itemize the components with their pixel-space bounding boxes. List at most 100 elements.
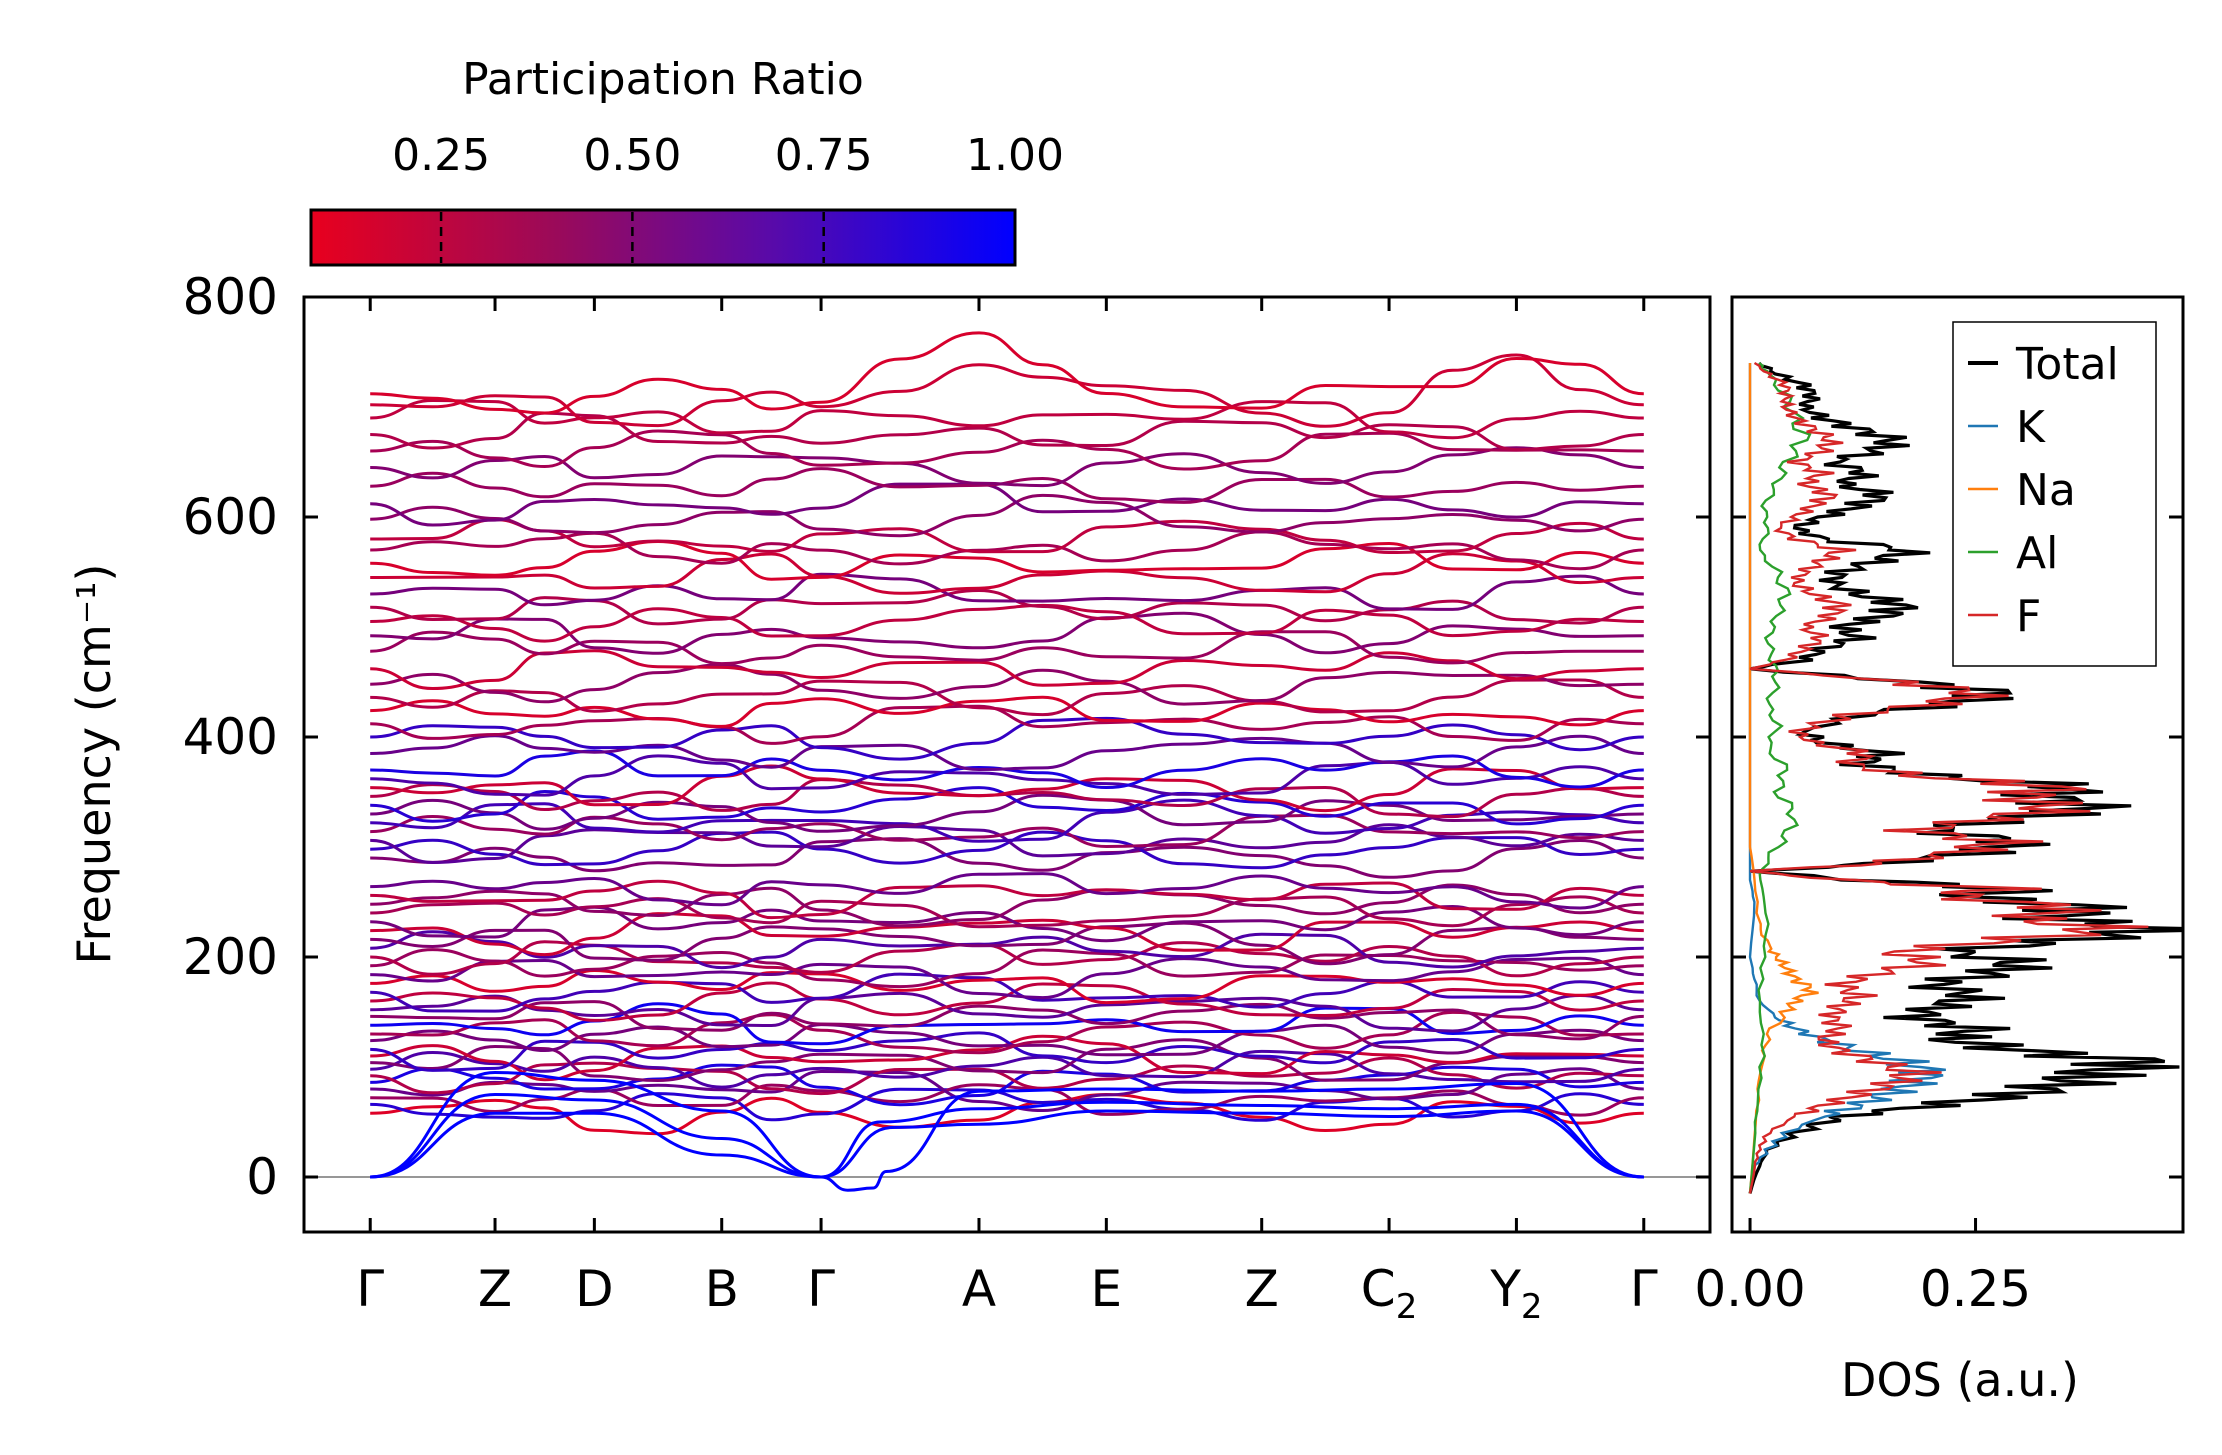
phonon-band — [370, 754, 1644, 797]
phonon-band — [370, 734, 1644, 772]
phonon-band — [370, 830, 1644, 870]
phonon-band — [370, 895, 1644, 929]
phonon-band — [370, 1002, 1644, 1046]
phonon-band — [370, 611, 1644, 655]
dos-legend: Total K Na Al F — [1952, 321, 2157, 667]
phonon-band — [370, 572, 1644, 611]
band-structure-frame — [302, 295, 1712, 1234]
phonon-band — [370, 446, 1644, 488]
y-tick-label: 200 — [183, 928, 278, 986]
legend-label: Total — [2015, 339, 2119, 390]
x-tick-label: Γ — [1630, 1260, 1658, 1318]
x-tick-label: D — [575, 1260, 614, 1318]
phonon-band — [370, 493, 1644, 538]
dos-axis-ticks: 0.00 0.25 — [1694, 1218, 2031, 1318]
dos-x-tick-label: 0.00 — [1694, 1260, 1805, 1318]
phonon-band — [370, 872, 1644, 910]
phonon-band — [370, 588, 1644, 626]
dos-axis-label: DOS (a.u.) — [1841, 1353, 2079, 1407]
phonon-band — [370, 398, 1644, 440]
phonon-band — [370, 663, 1644, 706]
phonon-band — [370, 798, 1644, 843]
phonon-band — [370, 956, 1644, 1000]
phonon-band — [370, 786, 1644, 826]
acoustic-band — [370, 1109, 1644, 1179]
band-structure-panel: 0 200 400 600 800 Γ Z D B Γ A E Z C2 Y2 Γ Frequency (c… — [67, 268, 2183, 1327]
dos-lines — [1748, 361, 2183, 1194]
phonon-band — [370, 353, 1644, 428]
x-tick-label: Y2 — [1489, 1260, 1542, 1327]
phonon-band — [370, 948, 1644, 989]
phonon-band — [370, 678, 1644, 717]
y-tick-label: 800 — [183, 268, 278, 326]
phonon-band — [370, 912, 1644, 957]
dos-series-al — [1748, 362, 1812, 1194]
phonon-band — [370, 552, 1644, 595]
phonon-band — [370, 749, 1644, 790]
frequency-axis-label: Frequency (cm⁻¹) — [67, 564, 121, 965]
phonon-band — [370, 695, 1644, 728]
dos-frame — [1730, 295, 2185, 1234]
acoustic-band — [370, 1070, 1644, 1192]
colorbar-tick-label: 1.00 — [966, 130, 1064, 181]
colorbar-tick-label: 0.25 — [392, 130, 490, 181]
phonon-band — [370, 879, 1644, 920]
colorbar-tick-label: 0.75 — [775, 130, 873, 181]
colorbar: Participation Ratio 0.25 0.50 0.75 1.00 — [309, 54, 1064, 267]
phonon-band — [370, 968, 1644, 1005]
phonon-band — [370, 972, 1644, 1013]
legend-label: K — [2016, 402, 2046, 453]
phonon-band — [370, 331, 1644, 415]
phonon-band — [370, 539, 1644, 581]
legend-label: F — [2016, 591, 2041, 642]
kpath-axis-ticks: Γ Z D B Γ A E Z C2 Y2 Γ — [356, 297, 1658, 1327]
phonon-band — [370, 429, 1644, 471]
phonon-band — [370, 603, 1644, 643]
legend-label: Na — [2016, 465, 2076, 516]
phonon-band — [370, 1010, 1644, 1055]
x-tick-label: A — [962, 1260, 996, 1318]
x-tick-label: Z — [478, 1260, 512, 1318]
phonon-band — [370, 1000, 1644, 1041]
y-tick-label: 400 — [183, 708, 278, 766]
colorbar-strip — [309, 208, 1017, 267]
phonon-band — [370, 1083, 1644, 1117]
phonon-band — [370, 813, 1644, 849]
acoustic-band — [370, 1092, 1644, 1179]
phonon-band — [370, 716, 1644, 761]
phonon-band — [370, 630, 1644, 666]
dos-x-tick-label: 0.25 — [1920, 1260, 2031, 1318]
x-tick-label: B — [705, 1260, 739, 1318]
y-tick-label: 600 — [183, 488, 278, 546]
dos-series-total — [1748, 361, 2183, 1194]
phonon-band — [370, 1031, 1644, 1072]
y-tick-label: 0 — [246, 1148, 278, 1206]
x-tick-label: Z — [1245, 1260, 1279, 1318]
frequency-axis-ticks: 0 200 400 600 800 — [183, 268, 2183, 1206]
phonon-band — [370, 411, 1644, 452]
x-tick-label: Γ — [807, 1260, 835, 1318]
colorbar-tick-label: 0.50 — [583, 130, 681, 181]
phonon-band — [370, 930, 1644, 970]
phonon-band — [370, 1023, 1644, 1057]
phonon-band — [370, 764, 1644, 813]
legend-label: Al — [2016, 528, 2058, 579]
colorbar-label: Participation Ratio — [462, 54, 864, 105]
band-lines — [304, 331, 1710, 1192]
x-tick-label: C2 — [1361, 1260, 1418, 1327]
legend-frame — [1952, 321, 2157, 667]
phonon-band — [370, 921, 1644, 966]
phonon-band — [370, 793, 1644, 833]
phonon-band — [370, 1049, 1644, 1089]
dos-series-f — [1748, 361, 2149, 1194]
dos-panel: 0.00 0.25 DOS (a.u.) Total K Na Al F — [1694, 295, 2185, 1407]
colorbar-ticks: 0.25 0.50 0.75 1.00 — [392, 130, 1064, 263]
phonon-band — [370, 518, 1644, 555]
phonon-band — [370, 981, 1644, 1022]
phonon-band — [370, 1038, 1644, 1083]
phonon-band — [370, 1034, 1644, 1082]
x-tick-label: Γ — [356, 1260, 384, 1318]
x-tick-label: E — [1091, 1260, 1123, 1318]
phonon-band — [370, 1063, 1644, 1107]
